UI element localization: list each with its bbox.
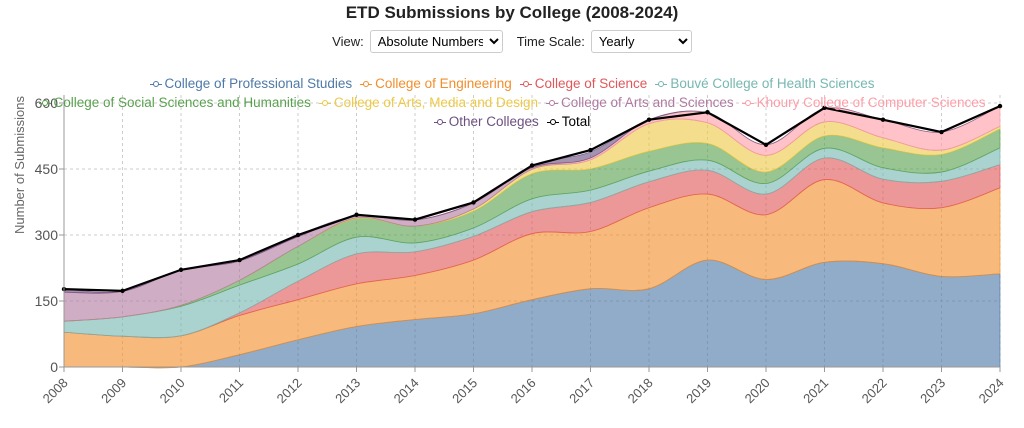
- y-tick-label: 0: [50, 359, 58, 375]
- legend-label: Total: [561, 114, 591, 129]
- total-point: [354, 212, 359, 217]
- x-tick-label: 2008: [40, 375, 71, 406]
- total-point: [939, 129, 944, 135]
- y-axis-label: Number of Submissions: [12, 96, 27, 234]
- legend-label: College of Arts, Media and Design: [333, 95, 539, 110]
- total-point: [588, 147, 593, 153]
- total-point: [237, 257, 242, 263]
- y-tick-label: 450: [35, 161, 59, 177]
- total-point: [763, 142, 769, 147]
- x-tick-label: 2022: [859, 375, 890, 406]
- legend-marker-icon: [546, 118, 559, 126]
- legend-marker-icon: [360, 80, 373, 88]
- total-point: [178, 267, 184, 272]
- x-tick-label: 2019: [683, 375, 714, 406]
- time-scale-select[interactable]: Yearly: [590, 30, 692, 53]
- x-tick-label: 2018: [625, 375, 656, 406]
- x-tick-label: 2023: [917, 375, 948, 406]
- legend-item[interactable]: College of Professional Studies: [149, 76, 353, 91]
- total-point: [529, 163, 535, 168]
- view-select[interactable]: Absolute Numbers: [369, 30, 503, 53]
- legend-row: College of Social Sciences and Humanitie…: [0, 95, 1024, 110]
- x-tick-label: 2012: [274, 375, 305, 406]
- legend-item[interactable]: Khoury College of Computer Sciences: [741, 95, 986, 110]
- y-tick-label: 300: [35, 227, 59, 243]
- legend-marker-icon: [149, 80, 162, 88]
- x-tick-label: 2024: [976, 375, 1007, 406]
- total-point: [822, 105, 827, 111]
- total-point: [997, 103, 1003, 109]
- legend-label: College of Social Sciences and Humanitie…: [53, 95, 311, 110]
- x-tick-label: 2009: [98, 375, 129, 406]
- x-tick-label: 2010: [157, 375, 188, 406]
- legend-label: College of Arts and Sciences: [561, 95, 734, 110]
- legend-label: Bouvé College of Health Sciences: [670, 76, 875, 91]
- legend-item[interactable]: Total: [546, 114, 591, 129]
- legend-label: Other Colleges: [448, 114, 539, 129]
- legend-marker-icon: [38, 99, 51, 107]
- legend-label: College of Professional Studies: [164, 76, 353, 91]
- x-tick-label: 2016: [508, 375, 539, 406]
- total-point: [295, 232, 301, 238]
- legend-item[interactable]: College of Arts, Media and Design: [318, 95, 539, 110]
- legend-marker-icon: [741, 99, 754, 107]
- legend-row: Other Colleges Total: [0, 114, 1024, 129]
- x-tick-label: 2017: [566, 375, 597, 406]
- x-tick-label: 2013: [332, 375, 363, 406]
- legend-row: College of Professional Studies College o…: [0, 76, 1024, 91]
- chart-title: ETD Submissions by College (2008-2024): [345, 3, 679, 22]
- x-tick-label: 2021: [800, 375, 831, 406]
- legend-label: Khoury College of Computer Sciences: [756, 95, 986, 110]
- x-tick-label: 2011: [216, 375, 246, 405]
- legend-item[interactable]: Bouvé College of Health Sciences: [655, 76, 874, 91]
- total-point: [880, 117, 886, 122]
- total-point: [471, 200, 476, 205]
- time-scale-label: Time Scale:: [516, 34, 585, 49]
- x-tick-label: 2015: [449, 375, 480, 406]
- legend-marker-icon: [318, 99, 331, 107]
- legend-marker-icon: [433, 118, 446, 126]
- x-tick-label: 2020: [742, 375, 773, 406]
- legend-label: College of Engineering: [375, 76, 512, 91]
- legend-item[interactable]: College of Engineering: [360, 76, 512, 91]
- legend-item[interactable]: Other Colleges: [433, 114, 539, 129]
- total-point: [120, 288, 125, 294]
- total-point: [412, 217, 418, 222]
- legend-marker-icon: [519, 80, 532, 88]
- total-point: [646, 117, 652, 122]
- total-point: [705, 110, 710, 115]
- legend-label: College of Science: [534, 76, 648, 91]
- legend-marker-icon: [655, 80, 668, 88]
- legend-marker-icon: [546, 99, 559, 107]
- y-tick-label: 150: [35, 293, 59, 309]
- controls-bar: View: Absolute Numbers Time Scale: Yearl…: [0, 30, 1024, 53]
- legend-item[interactable]: College of Arts and Sciences: [546, 95, 734, 110]
- view-label: View:: [332, 34, 364, 49]
- legend-item[interactable]: College of Social Sciences and Humanitie…: [38, 95, 311, 110]
- legend-item[interactable]: College of Science: [519, 76, 648, 91]
- x-tick-label: 2014: [391, 375, 422, 406]
